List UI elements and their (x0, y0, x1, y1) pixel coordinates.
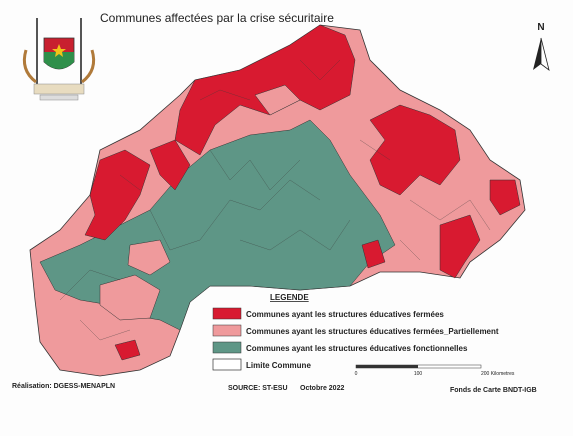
country-map (29, 24, 526, 377)
scale-bar: 0 100 200 Kilometres (355, 364, 515, 377)
legend-title: LEGENDE (270, 293, 309, 302)
legend: LEGENDE Communes ayant les structures éd… (212, 293, 499, 371)
credit: Réalisation: DGESS-MENAPLN (12, 383, 115, 390)
source: SOURCE: ST-ESU (228, 385, 288, 392)
legend-label: Communes ayant les structures éducatives… (246, 327, 499, 336)
basemap-credit: Fonds de Carte BNDT-IGB (450, 387, 537, 394)
scale-label: 100 (414, 371, 423, 377)
legend-label: Communes ayant les structures éducatives… (246, 344, 468, 353)
north-arrow: N (533, 22, 550, 71)
coat-of-arms (22, 18, 96, 101)
map-title: Communes affectées par la crise sécurita… (100, 11, 334, 25)
north-label: N (537, 22, 544, 33)
date: Octobre 2022 (300, 385, 344, 392)
legend-label: Limite Commune (246, 361, 311, 370)
scale-label: 200 Kilometres (481, 371, 515, 377)
legend-label: Communes ayant les structures éducatives… (246, 310, 444, 319)
scale-label: 0 (355, 371, 358, 377)
